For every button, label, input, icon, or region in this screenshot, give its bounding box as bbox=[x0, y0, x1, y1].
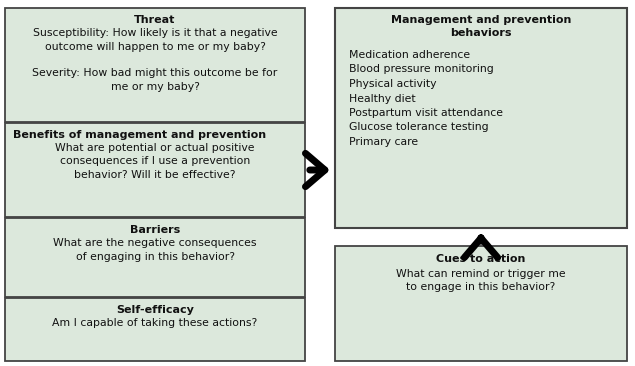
Text: Physical activity: Physical activity bbox=[349, 79, 436, 89]
Text: Threat: Threat bbox=[135, 15, 176, 25]
Text: Healthy diet: Healthy diet bbox=[349, 93, 416, 104]
Text: What can remind or trigger me: What can remind or trigger me bbox=[396, 269, 566, 279]
FancyBboxPatch shape bbox=[5, 298, 305, 361]
FancyBboxPatch shape bbox=[5, 123, 305, 217]
Text: Severity: How bad might this outcome be for: Severity: How bad might this outcome be … bbox=[32, 68, 277, 78]
Text: outcome will happen to me or my baby?: outcome will happen to me or my baby? bbox=[44, 41, 265, 52]
FancyBboxPatch shape bbox=[5, 8, 305, 122]
FancyBboxPatch shape bbox=[335, 8, 627, 228]
Text: consequences if I use a prevention: consequences if I use a prevention bbox=[60, 157, 250, 167]
Text: Medication adherence: Medication adherence bbox=[349, 50, 470, 60]
Text: Susceptibility: How likely is it that a negative: Susceptibility: How likely is it that a … bbox=[32, 28, 277, 38]
Text: me or my baby?: me or my baby? bbox=[110, 82, 199, 92]
Text: Management and prevention
behaviors: Management and prevention behaviors bbox=[391, 15, 572, 38]
FancyBboxPatch shape bbox=[5, 218, 305, 297]
Text: What are the negative consequences: What are the negative consequences bbox=[53, 238, 257, 248]
Text: Benefits of management and prevention: Benefits of management and prevention bbox=[13, 130, 266, 140]
Text: Cues to action: Cues to action bbox=[436, 254, 526, 264]
Text: What are potential or actual positive: What are potential or actual positive bbox=[55, 143, 255, 153]
Text: of engaging in this behavior?: of engaging in this behavior? bbox=[76, 251, 234, 261]
Text: to engage in this behavior?: to engage in this behavior? bbox=[406, 283, 556, 292]
FancyBboxPatch shape bbox=[335, 246, 627, 361]
Text: Primary care: Primary care bbox=[349, 137, 418, 147]
Text: behavior? Will it be effective?: behavior? Will it be effective? bbox=[74, 170, 236, 180]
Text: Blood pressure monitoring: Blood pressure monitoring bbox=[349, 64, 494, 75]
Text: Self-efficacy: Self-efficacy bbox=[116, 305, 194, 315]
Text: Am I capable of taking these actions?: Am I capable of taking these actions? bbox=[52, 318, 258, 328]
Text: Glucose tolerance testing: Glucose tolerance testing bbox=[349, 123, 488, 132]
Text: Barriers: Barriers bbox=[130, 225, 180, 235]
Text: Postpartum visit attendance: Postpartum visit attendance bbox=[349, 108, 503, 118]
